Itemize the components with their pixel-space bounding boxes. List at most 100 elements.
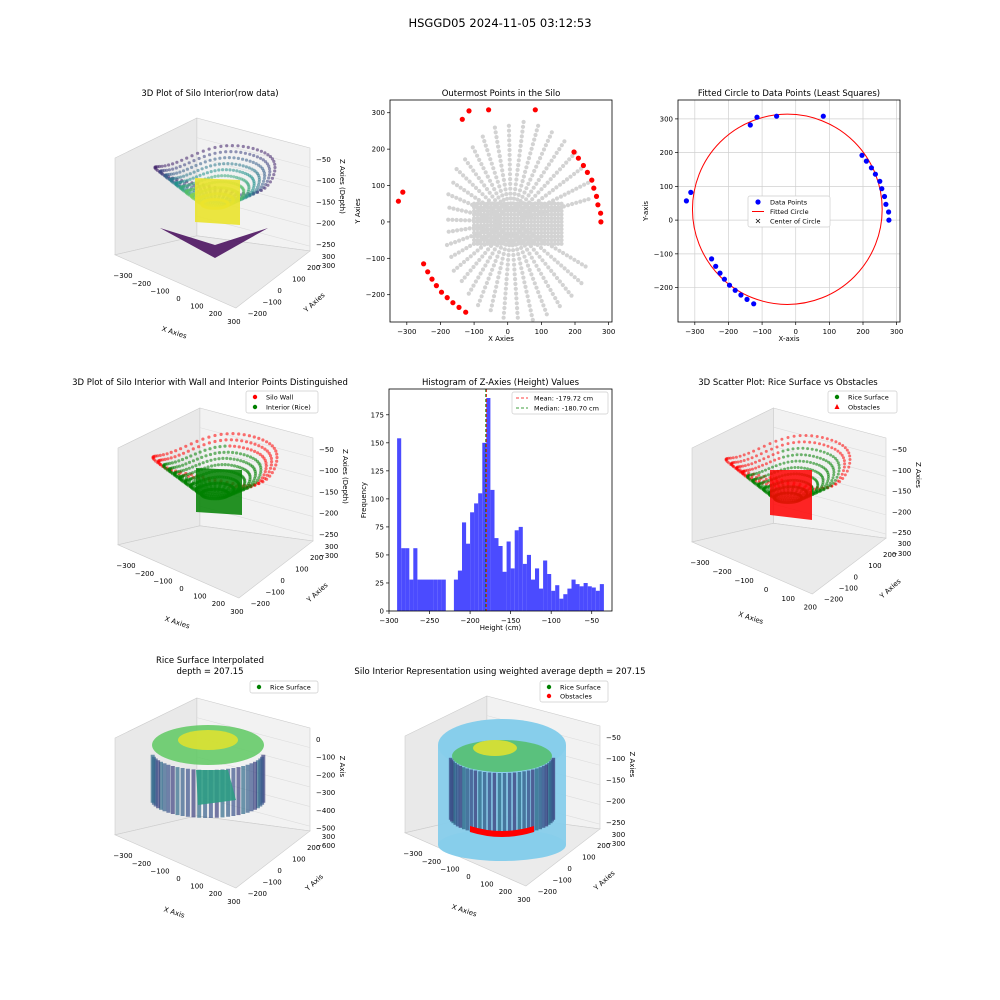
inner-point xyxy=(511,252,516,258)
inner-point xyxy=(536,160,541,165)
inner-point xyxy=(464,246,469,251)
inner-point xyxy=(548,177,553,182)
data-point xyxy=(226,162,230,166)
data-point xyxy=(201,149,205,153)
data-point xyxy=(270,176,274,180)
inner-point xyxy=(553,246,558,251)
inner-point xyxy=(490,267,495,272)
inner-point xyxy=(499,163,504,168)
data-point xyxy=(238,170,242,174)
y-tick-label: 200 xyxy=(307,264,320,272)
inner-point xyxy=(515,315,520,320)
inner-point xyxy=(530,173,535,178)
inner-point xyxy=(458,197,463,202)
inner-point xyxy=(465,235,470,240)
inner-point xyxy=(483,170,488,175)
inner-point xyxy=(514,301,519,306)
inner-point xyxy=(549,130,554,135)
data-point xyxy=(268,170,272,174)
inner-point xyxy=(495,241,500,246)
inner-point xyxy=(574,186,579,191)
inner-point xyxy=(457,238,462,243)
data-point xyxy=(228,168,232,172)
inner-point xyxy=(488,272,493,277)
inner-point xyxy=(455,265,460,270)
inner-point xyxy=(451,206,456,211)
inner-point xyxy=(481,289,486,294)
inner-point xyxy=(487,178,493,183)
inner-point xyxy=(507,138,512,143)
inner-point xyxy=(561,163,566,169)
y-tick-label: −100 xyxy=(263,298,282,306)
inner-point xyxy=(507,172,513,177)
inner-point xyxy=(521,119,526,125)
data-point xyxy=(244,165,248,169)
inner-point xyxy=(521,275,526,280)
inner-point xyxy=(463,209,469,214)
data-point xyxy=(242,188,246,193)
inner-point xyxy=(469,287,474,292)
inner-point xyxy=(476,303,481,308)
inner-point xyxy=(578,184,583,189)
data-point xyxy=(182,174,186,178)
data-point xyxy=(241,144,245,149)
data-point xyxy=(248,159,252,163)
inner-point xyxy=(575,169,580,174)
inner-point xyxy=(478,271,483,276)
inner-point xyxy=(485,241,490,246)
inner-point xyxy=(514,291,519,296)
data-point xyxy=(260,182,265,186)
data-point xyxy=(204,165,208,169)
data-point xyxy=(209,170,213,174)
data-point xyxy=(247,184,251,188)
inner-point xyxy=(475,153,480,158)
inner-point xyxy=(524,289,529,294)
data-point xyxy=(191,176,195,180)
inner-point xyxy=(446,217,451,222)
inner-point xyxy=(465,271,470,277)
inner-point xyxy=(495,254,500,259)
inner-point xyxy=(489,161,494,166)
inner-point xyxy=(482,139,487,144)
y-axis-label: Y Axies xyxy=(592,869,617,893)
z-tick-label: −150 xyxy=(606,776,625,784)
inner-point xyxy=(473,172,479,177)
surface-bottom xyxy=(160,228,268,258)
inner-point xyxy=(487,190,492,195)
y-tick-label: 100 xyxy=(292,276,305,284)
data-point xyxy=(220,174,224,178)
inner-point xyxy=(525,294,530,299)
inner-point xyxy=(468,210,473,215)
inner-point xyxy=(502,247,507,252)
data-point xyxy=(241,164,245,168)
inner-point xyxy=(459,278,464,284)
inner-point xyxy=(545,138,551,143)
x-tick-label: 0 xyxy=(466,873,470,881)
data-point xyxy=(234,150,238,154)
data-point xyxy=(190,165,194,169)
data-point xyxy=(187,161,191,165)
inner-point xyxy=(529,146,534,151)
inner-point xyxy=(514,296,519,301)
inner-point xyxy=(524,259,529,264)
inner-point xyxy=(562,266,567,271)
inner-point xyxy=(554,196,560,201)
inner-point xyxy=(513,187,518,192)
data-point xyxy=(259,149,263,153)
inner-point xyxy=(540,258,545,263)
inner-point xyxy=(510,248,516,253)
inner-point xyxy=(511,257,516,262)
data-point xyxy=(223,174,227,178)
inner-point xyxy=(507,133,512,138)
data-point xyxy=(261,158,265,162)
inner-point xyxy=(539,271,544,276)
inner-point xyxy=(460,248,465,253)
data-point xyxy=(232,175,236,179)
inner-point xyxy=(492,187,497,192)
inner-point xyxy=(483,143,488,148)
inner-point xyxy=(555,260,560,265)
legend-marker xyxy=(546,684,552,690)
z-tick-label: −250 xyxy=(606,819,625,827)
inner-point xyxy=(470,145,475,150)
